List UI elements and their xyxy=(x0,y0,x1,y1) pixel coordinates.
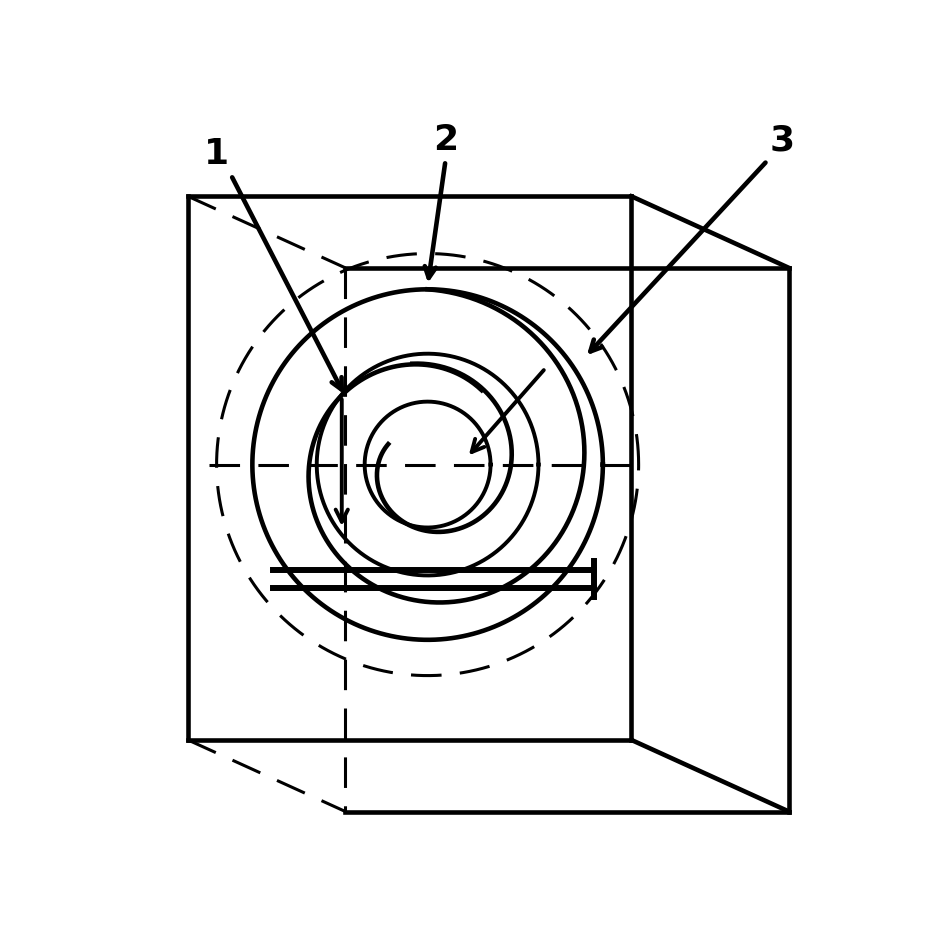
Text: 2: 2 xyxy=(432,123,458,157)
Text: 3: 3 xyxy=(768,123,793,157)
Text: 1: 1 xyxy=(204,137,228,171)
